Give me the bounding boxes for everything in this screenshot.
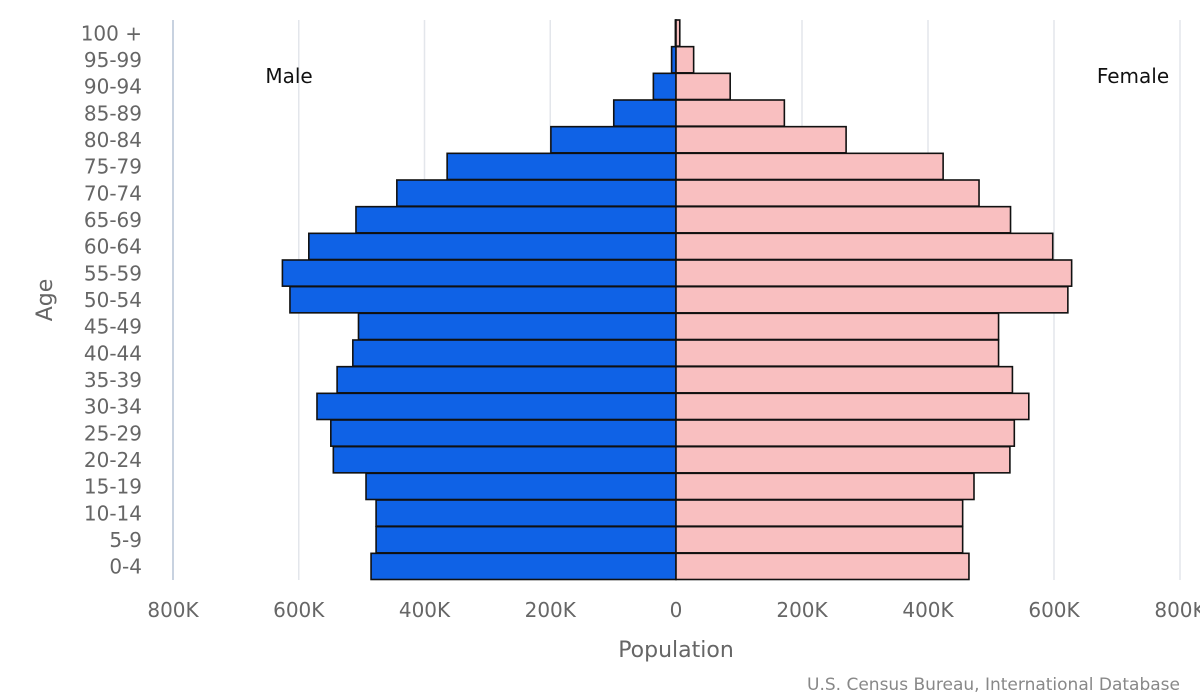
male-bar-80_84[interactable] xyxy=(550,125,677,154)
x-tick-label: 0 xyxy=(670,598,683,622)
male-bar-90_94[interactable] xyxy=(652,72,677,101)
female-bar-55_59[interactable] xyxy=(675,259,1073,287)
y-tick-label: 75-79 xyxy=(84,155,142,179)
male-bar-65_69[interactable] xyxy=(355,205,677,234)
x-tick-label: 600K xyxy=(1028,598,1080,622)
y-tick-label: 0-4 xyxy=(109,555,142,579)
y-tick-label: 10-14 xyxy=(84,501,142,525)
x-tick-label: 600K xyxy=(273,598,325,622)
female-bar-75_79[interactable] xyxy=(675,152,944,181)
male-bar-20_24[interactable] xyxy=(332,445,677,474)
y-tick-label: 80-84 xyxy=(84,128,142,152)
male-bar-25_29[interactable] xyxy=(330,419,677,447)
female-bar-70_74[interactable] xyxy=(675,179,980,207)
female-bar-65_69[interactable] xyxy=(675,205,1012,234)
x-tick-label: 800K xyxy=(147,598,199,622)
x-tick-label: 400K xyxy=(399,598,451,622)
female-bar-10_14[interactable] xyxy=(675,499,964,527)
bars xyxy=(281,19,1073,581)
y-tick-label: 60-64 xyxy=(84,235,142,259)
female-bar-40_44[interactable] xyxy=(675,339,1000,367)
y-tick-label: 45-49 xyxy=(84,315,142,339)
male-bar-5_9[interactable] xyxy=(375,525,677,554)
male-bar-35_39[interactable] xyxy=(336,365,677,394)
y-tick-label: 70-74 xyxy=(84,181,142,205)
female-bar-60_64[interactable] xyxy=(675,232,1054,261)
x-tick-labels: 800K 600K 400K 200K 0 200K 400K 600K 800K xyxy=(147,598,1200,622)
female-bar-90_94[interactable] xyxy=(675,72,731,101)
male-bar-15_19[interactable] xyxy=(365,472,677,501)
female-series-label: Female xyxy=(1097,64,1169,88)
y-tick-label: 5-9 xyxy=(109,528,142,552)
male-bar-45_49[interactable] xyxy=(357,312,677,341)
y-tick-label: 50-54 xyxy=(84,288,142,312)
male-bar-85_89[interactable] xyxy=(612,99,677,127)
y-tick-label: 100 + xyxy=(81,21,142,45)
y-tick-label: 85-89 xyxy=(84,101,142,125)
y-tick-label: 95-99 xyxy=(84,48,142,72)
female-bar-85_89[interactable] xyxy=(675,99,786,127)
female-bar-15_19[interactable] xyxy=(675,472,975,501)
x-tick-label: 200K xyxy=(776,598,828,622)
male-bar-70_74[interactable] xyxy=(396,179,677,207)
y-tick-label: 25-29 xyxy=(84,421,142,445)
male-bar-50_54[interactable] xyxy=(289,285,677,314)
male-series-label: Male xyxy=(265,64,312,88)
y-axis-title: Age xyxy=(33,279,58,322)
x-tick-label: 800K xyxy=(1154,598,1200,622)
female-bar-50_54[interactable] xyxy=(675,285,1069,314)
y-tick-label: 40-44 xyxy=(84,341,142,365)
y-tick-label: 65-69 xyxy=(84,208,142,232)
female-bar-35_39[interactable] xyxy=(675,365,1014,394)
female-bar-100[interactable] xyxy=(675,19,681,47)
male-bar-60_64[interactable] xyxy=(308,232,677,261)
female-bar-30_34[interactable] xyxy=(675,392,1030,421)
male-bar-75_79[interactable] xyxy=(446,152,677,181)
y-tick-label: 35-39 xyxy=(84,368,142,392)
male-bar-0_4[interactable] xyxy=(370,552,677,581)
female-bar-80_84[interactable] xyxy=(675,125,847,154)
source-credit: U.S. Census Bureau, International Databa… xyxy=(807,675,1180,695)
y-tick-label: 55-59 xyxy=(84,261,142,285)
male-bar-10_14[interactable] xyxy=(375,499,677,527)
y-tick-label: 90-94 xyxy=(84,75,142,99)
male-bar-55_59[interactable] xyxy=(281,259,677,287)
female-bar-5_9[interactable] xyxy=(675,525,964,554)
x-tick-label: 400K xyxy=(902,598,954,622)
female-bar-45_49[interactable] xyxy=(675,312,1000,341)
female-bar-0_4[interactable] xyxy=(675,552,970,581)
female-bar-20_24[interactable] xyxy=(675,445,1011,474)
x-tick-label: 200K xyxy=(525,598,577,622)
female-bar-95_99[interactable] xyxy=(675,45,695,74)
y-tick-label: 15-19 xyxy=(84,475,142,499)
male-bar-40_44[interactable] xyxy=(352,339,677,367)
male-bar-30_34[interactable] xyxy=(316,392,677,421)
x-axis-title: Population xyxy=(618,638,734,663)
female-bar-25_29[interactable] xyxy=(675,419,1016,447)
y-tick-label: 30-34 xyxy=(84,395,142,419)
y-tick-label: 20-24 xyxy=(84,448,142,472)
